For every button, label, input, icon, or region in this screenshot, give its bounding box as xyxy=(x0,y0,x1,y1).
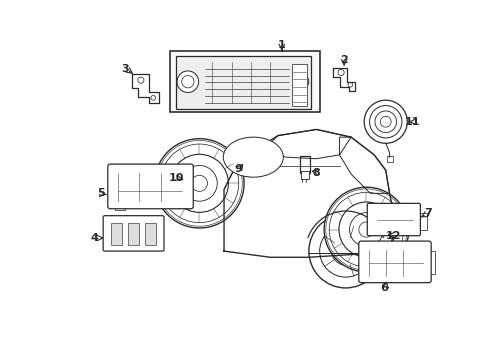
Circle shape xyxy=(364,100,407,143)
Circle shape xyxy=(227,153,235,161)
FancyBboxPatch shape xyxy=(103,216,163,251)
Text: 2: 2 xyxy=(340,55,347,65)
Text: 12: 12 xyxy=(385,231,400,241)
Bar xyxy=(176,56,310,109)
Bar xyxy=(417,213,427,230)
Bar xyxy=(127,223,138,245)
Ellipse shape xyxy=(223,137,283,177)
Bar xyxy=(301,171,308,179)
Circle shape xyxy=(324,187,408,272)
Bar xyxy=(170,51,320,112)
Text: 8: 8 xyxy=(312,167,320,177)
FancyBboxPatch shape xyxy=(358,241,430,283)
Text: 5: 5 xyxy=(97,188,104,198)
Text: 10: 10 xyxy=(168,173,183,183)
Bar xyxy=(291,64,306,106)
Bar xyxy=(111,223,122,245)
Circle shape xyxy=(293,74,308,89)
Text: 1: 1 xyxy=(277,40,285,50)
Circle shape xyxy=(238,142,268,172)
Text: 9: 9 xyxy=(233,165,242,175)
Bar xyxy=(386,156,393,162)
Bar xyxy=(381,213,393,232)
Bar xyxy=(115,204,125,210)
Circle shape xyxy=(154,139,244,228)
Bar xyxy=(144,223,155,245)
Circle shape xyxy=(177,71,198,93)
Text: 6: 6 xyxy=(380,283,387,293)
Bar xyxy=(299,156,310,172)
Text: 7: 7 xyxy=(424,208,431,217)
Text: 4: 4 xyxy=(91,233,99,243)
FancyBboxPatch shape xyxy=(107,164,193,209)
Text: 3: 3 xyxy=(122,64,129,73)
Circle shape xyxy=(270,153,278,161)
Text: 11: 11 xyxy=(404,117,420,127)
Bar xyxy=(427,251,434,274)
Circle shape xyxy=(308,214,382,288)
FancyBboxPatch shape xyxy=(366,203,420,236)
